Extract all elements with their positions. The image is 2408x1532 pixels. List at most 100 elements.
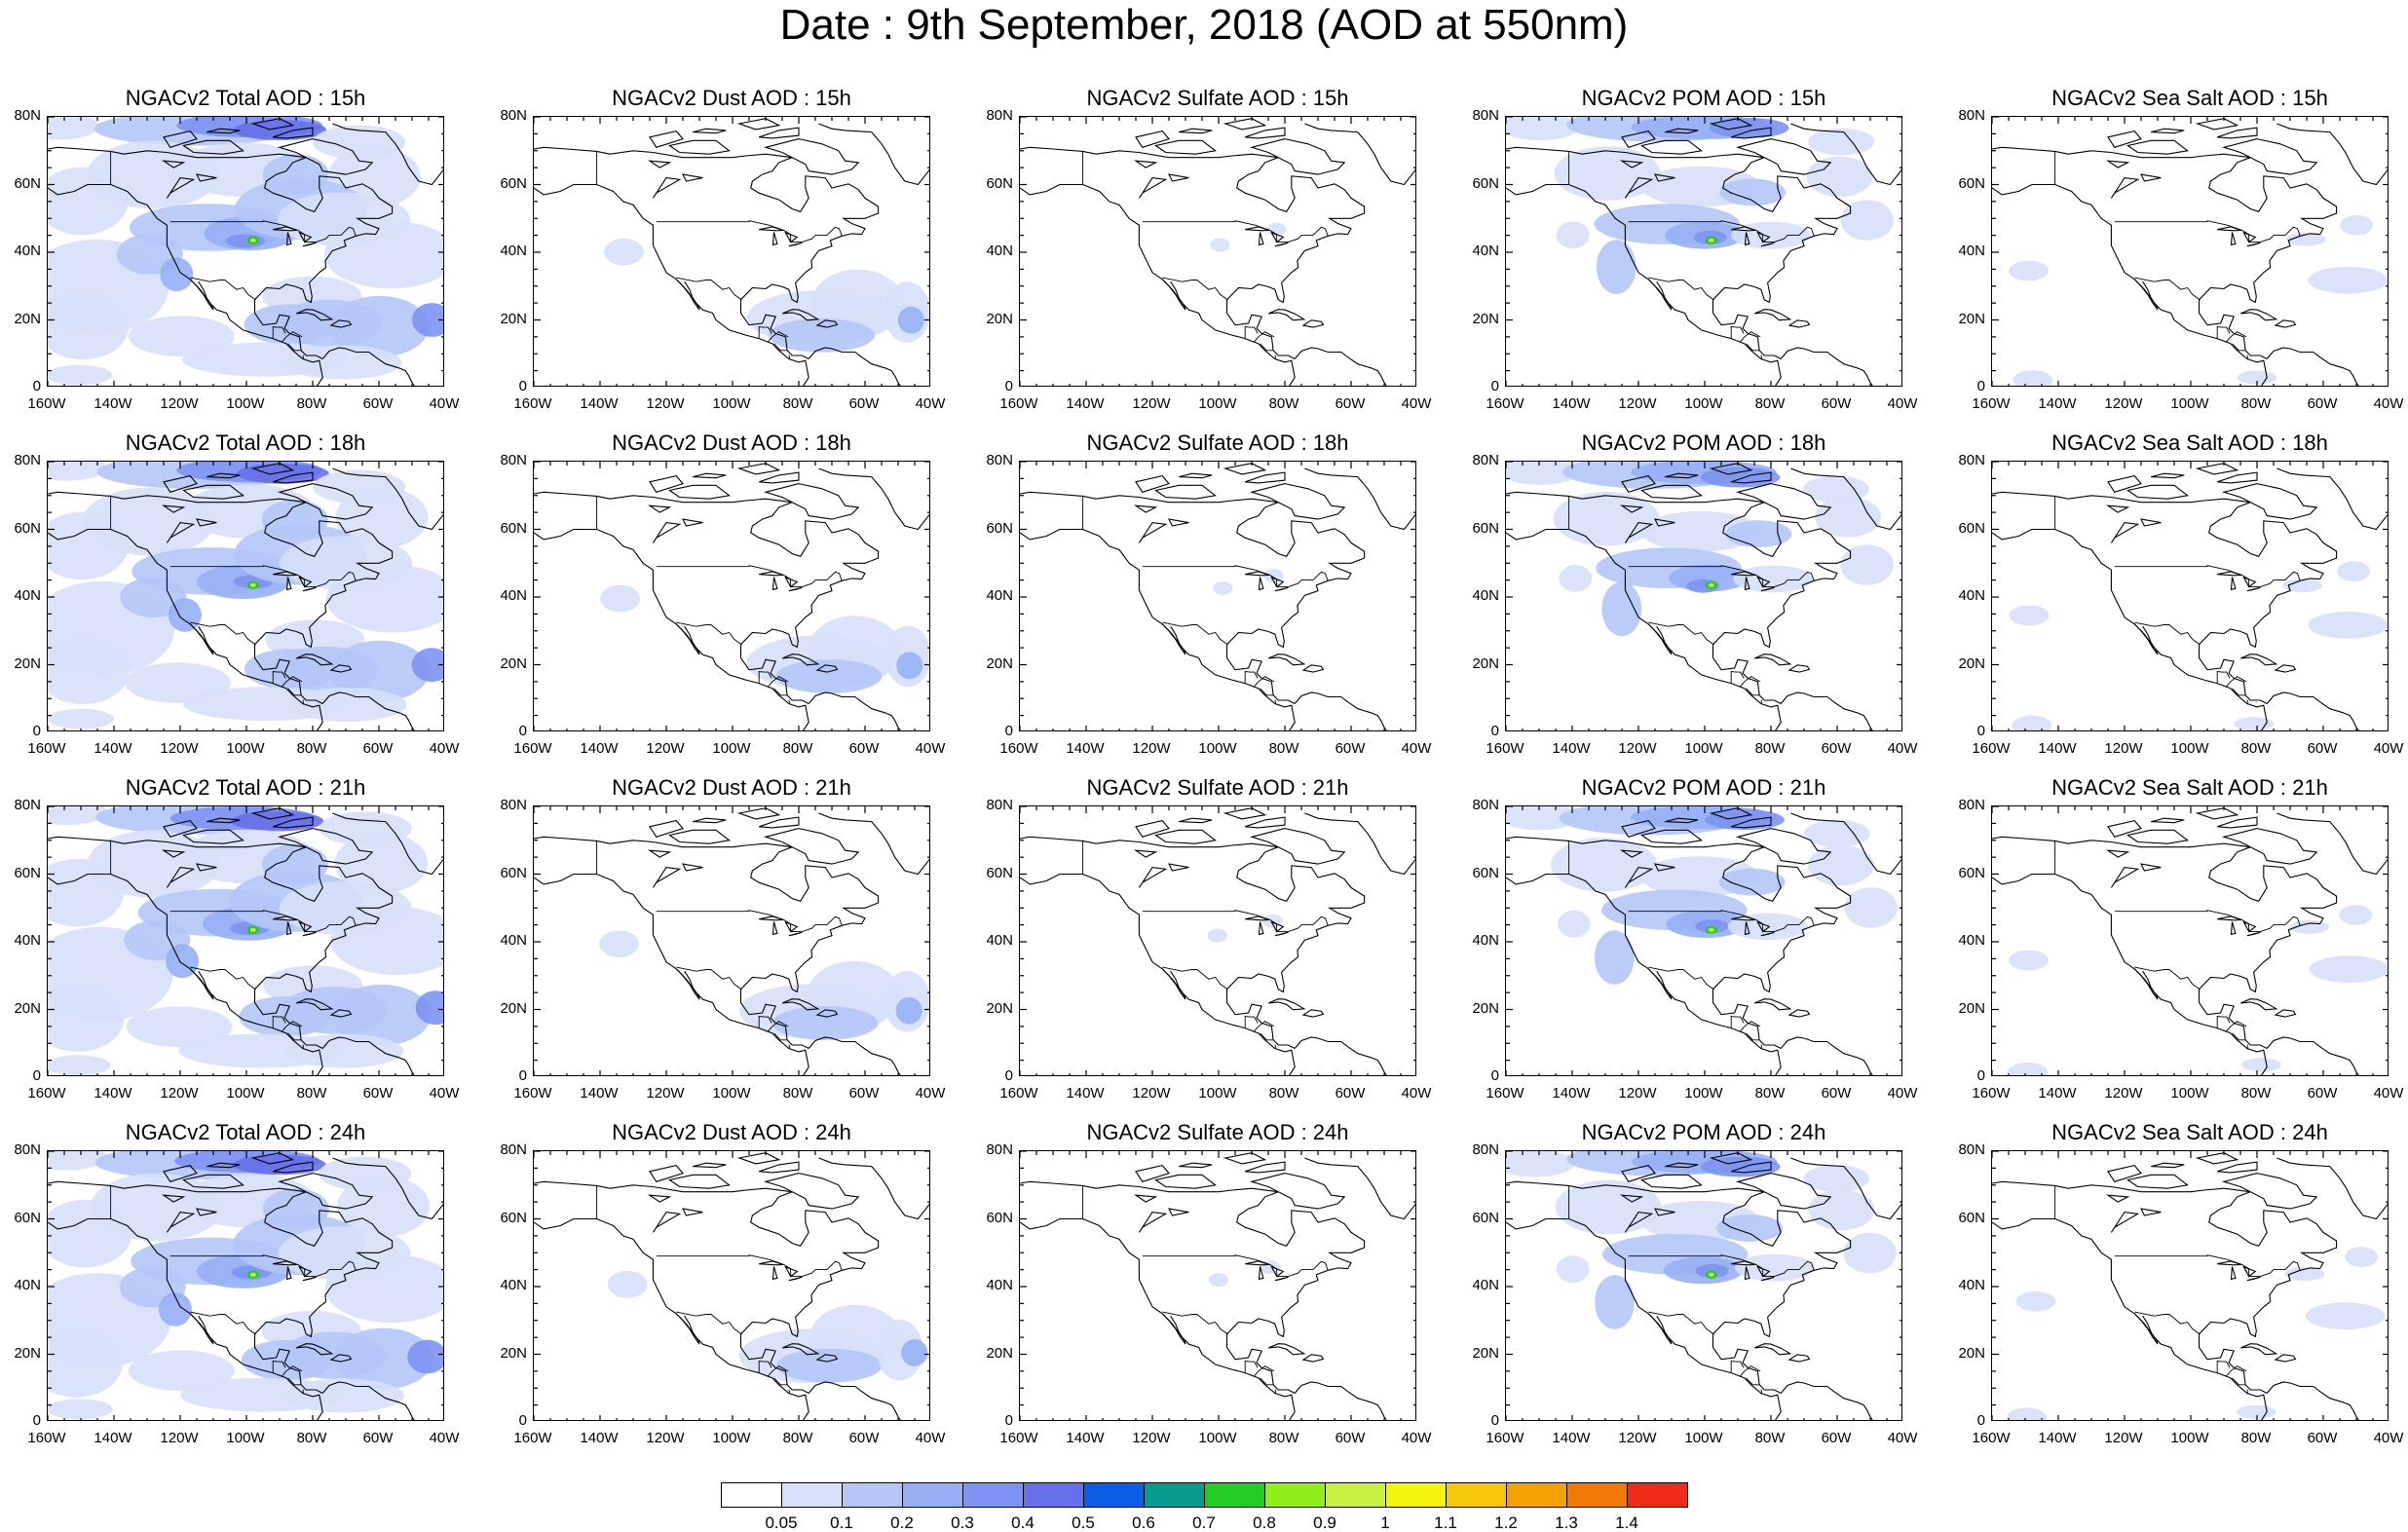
lat-label: 20N	[1472, 654, 1499, 672]
lon-label: 160W	[1972, 740, 2011, 757]
colorbar-label: 1.2	[1494, 1513, 1518, 1532]
lon-label: 80W	[296, 1430, 327, 1446]
axis-ticks	[48, 1151, 443, 1420]
lat-label: 60N	[14, 519, 41, 537]
map-sulfate-15h	[1019, 116, 1416, 387]
lon-label: 80W	[2240, 740, 2272, 757]
lon-label: 60W	[1335, 1085, 1366, 1102]
lon-label: 80W	[2240, 395, 2272, 412]
panel-title-dust-18h: NGACv2 Dust AOD : 18h	[612, 430, 851, 455]
aod-field	[48, 806, 443, 1075]
lat-label: 0	[1004, 723, 1013, 739]
panel-title-sulfate-24h: NGACv2 Sulfate AOD : 24h	[1086, 1120, 1349, 1144]
lon-label: 140W	[1066, 1085, 1105, 1102]
coastlines	[1020, 1152, 1415, 1420]
lon-label: 40W	[2373, 1430, 2404, 1446]
lat-label: 80N	[1958, 797, 1985, 813]
map-dust-21h	[533, 805, 930, 1076]
lat-label: 40N	[986, 587, 1013, 604]
aod-field	[2008, 905, 2388, 1075]
lon-label: 60W	[1335, 395, 1366, 412]
coastlines	[534, 807, 929, 1075]
panel-title-total-18h: NGACv2 Total AOD : 18h	[125, 430, 366, 455]
coastlines	[1506, 118, 1901, 386]
lat-label: 0	[518, 378, 527, 394]
map-svg	[534, 806, 929, 1075]
lon-label: 140W	[94, 395, 132, 412]
lon-label: 40W	[429, 740, 460, 757]
coastlines	[1506, 807, 1901, 1075]
aod-field	[1213, 569, 1284, 595]
lat-label: 40N	[1958, 1277, 1985, 1293]
aod-field	[2007, 1247, 2386, 1420]
aod-field	[604, 238, 929, 353]
axis-ticks	[1020, 1151, 1415, 1420]
lat-label: 20N	[14, 654, 41, 672]
lon-label: 100W	[1198, 1085, 1237, 1102]
map-svg	[1992, 462, 2388, 730]
lat-label: 20N	[14, 999, 41, 1017]
panel-title-pom-15h: NGACv2 POM AOD : 15h	[1581, 86, 1826, 110]
lat-label: 0	[518, 1412, 527, 1429]
lon-label: 60W	[1335, 1430, 1366, 1446]
lon-label: 60W	[1821, 1430, 1852, 1446]
lon-label: 60W	[1821, 395, 1852, 412]
lon-label: 140W	[1066, 395, 1105, 412]
lat-label: 40N	[14, 243, 41, 259]
aod-field	[1506, 806, 1898, 985]
map-pom-18h	[1505, 461, 1902, 731]
axis-ticks	[1506, 462, 1901, 730]
lat-label: 20N	[500, 654, 527, 672]
aod-field	[1207, 914, 1283, 943]
lon-label: 120W	[2104, 740, 2143, 757]
lat-label: 40N	[500, 243, 527, 259]
colorbar-box	[1566, 1482, 1628, 1508]
lat-label: 80N	[986, 797, 1013, 813]
lat-label: 0	[1004, 378, 1013, 394]
map-seasalt-24h	[1991, 1150, 2389, 1421]
map-sulfate-24h	[1019, 1150, 1416, 1421]
lat-label: 80N	[986, 107, 1013, 124]
panel-title-sulfate-18h: NGACv2 Sulfate AOD : 18h	[1086, 430, 1349, 455]
aod-field	[1506, 117, 1894, 294]
lon-label: 40W	[1887, 1085, 1918, 1102]
colorbar-label: 1.1	[1434, 1513, 1457, 1532]
lon-label: 120W	[646, 740, 685, 757]
lat-label: 80N	[1958, 1141, 1985, 1158]
lat-label: 0	[518, 723, 527, 739]
colorbar-label: 0.05	[765, 1513, 798, 1532]
panel-title-seasalt-15h: NGACv2 Sea Salt AOD : 15h	[2051, 86, 2328, 110]
lon-label: 120W	[1132, 1430, 1171, 1446]
lat-label: 60N	[1958, 864, 1985, 881]
aod-field	[599, 930, 929, 1040]
map-svg	[1992, 117, 2388, 386]
map-total-15h	[47, 116, 444, 387]
lat-label: 40N	[986, 932, 1013, 949]
map-svg	[1506, 806, 1901, 1075]
panel-title-total-24h: NGACv2 Total AOD : 24h	[125, 1120, 366, 1144]
lat-label: 40N	[1958, 587, 1985, 604]
map-svg	[48, 117, 443, 386]
axis-ticks	[48, 462, 443, 730]
lat-label: 20N	[986, 999, 1013, 1017]
colorbar-label: 0.8	[1253, 1513, 1276, 1532]
lon-label: 80W	[1754, 395, 1786, 412]
lat-label: 0	[1976, 378, 1985, 394]
coastlines	[48, 1152, 443, 1420]
lon-label: 160W	[513, 740, 552, 757]
colorbar-box	[721, 1482, 782, 1508]
lon-label: 60W	[1821, 1085, 1852, 1102]
map-seasalt-21h	[1991, 805, 2389, 1076]
lon-label: 60W	[848, 1085, 880, 1102]
lat-label: 40N	[500, 587, 527, 604]
panel-title-sulfate-15h: NGACv2 Sulfate AOD : 15h	[1086, 86, 1349, 110]
colorbar-label: 0.1	[830, 1513, 853, 1532]
aod-field	[48, 462, 443, 729]
lat-label: 20N	[1472, 1344, 1499, 1362]
colorbar-box	[1627, 1482, 1688, 1508]
coastlines	[534, 463, 929, 730]
colorbar-box	[1023, 1482, 1084, 1508]
colorbar-label: 1.3	[1555, 1513, 1578, 1532]
panel-title-pom-24h: NGACv2 POM AOD : 24h	[1581, 1120, 1826, 1144]
colorbar-box	[1446, 1482, 1507, 1508]
